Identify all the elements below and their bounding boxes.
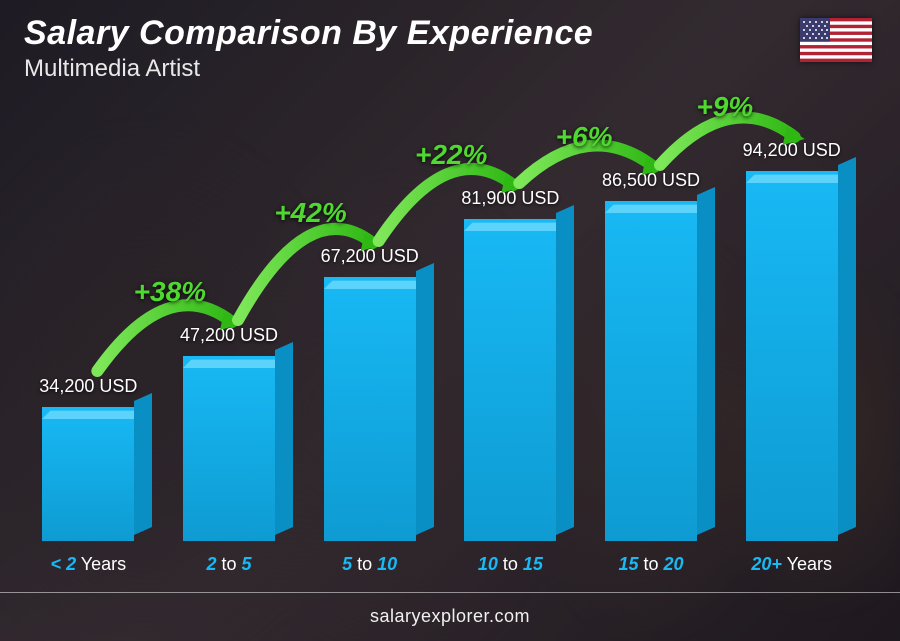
x-axis-label: 10 to 15 [450, 554, 571, 575]
bar-side-face [838, 157, 856, 535]
header: Salary Comparison By Experience Multimed… [24, 14, 876, 83]
bar-value-label: 94,200 USD [743, 140, 841, 161]
bar-top-face [183, 360, 283, 368]
bar-value-label: 86,500 USD [602, 170, 700, 191]
bars-container: 34,200 USD 47,200 USD 67,200 USD 81,900 USD… [28, 121, 852, 541]
bar-slot: 81,900 USD [450, 188, 571, 541]
bar-top-face [605, 205, 705, 213]
bar [324, 277, 416, 541]
percent-increase-label: +42% [274, 197, 346, 229]
x-axis-label: < 2 Years [28, 554, 149, 575]
percent-increase-label: +38% [134, 276, 206, 308]
us-flag-icon [800, 18, 872, 62]
bar-top-face [464, 223, 564, 231]
bar-value-label: 67,200 USD [321, 246, 419, 267]
bar-value-label: 47,200 USD [180, 325, 278, 346]
bar-slot: 34,200 USD [28, 376, 149, 541]
bar-top-face [746, 175, 846, 183]
bar-side-face [556, 205, 574, 535]
footer-divider [0, 592, 900, 593]
percent-increase-label: +9% [696, 91, 753, 123]
bar-slot: 86,500 USD [591, 170, 712, 541]
bar-value-label: 81,900 USD [461, 188, 559, 209]
bar [183, 356, 275, 541]
footer-text: salaryexplorer.com [0, 606, 900, 627]
bar [605, 201, 697, 541]
bar-chart: 34,200 USD 47,200 USD 67,200 USD 81,900 USD… [28, 100, 852, 571]
bar-front-face [324, 277, 416, 541]
bar-side-face [416, 263, 434, 535]
bar-side-face [134, 393, 152, 535]
page-title: Salary Comparison By Experience [24, 14, 876, 53]
bar [746, 171, 838, 541]
percent-increase-label: +6% [556, 121, 613, 153]
bar-front-face [464, 219, 556, 541]
bar-top-face [324, 281, 424, 289]
x-axis-label: 5 to 10 [309, 554, 430, 575]
bar-slot: 67,200 USD [309, 246, 430, 541]
bar-slot: 94,200 USD [731, 140, 852, 541]
page-subtitle: Multimedia Artist [24, 55, 876, 83]
bar-top-face [42, 411, 142, 419]
bar-side-face [275, 342, 293, 535]
x-axis-labels: < 2 Years 2 to 5 5 to 10 10 to 15 15 to 20 20… [28, 554, 852, 575]
bar-front-face [746, 171, 838, 541]
bar [464, 219, 556, 541]
x-axis-label: 20+ Years [731, 554, 852, 575]
bar-front-face [183, 356, 275, 541]
bar-side-face [697, 187, 715, 535]
bar-front-face [42, 407, 134, 541]
bar-front-face [605, 201, 697, 541]
bar-value-label: 34,200 USD [39, 376, 137, 397]
page-root: Salary Comparison By Experience Multimed… [0, 0, 900, 641]
bar [42, 407, 134, 541]
x-axis-label: 2 to 5 [169, 554, 290, 575]
percent-increase-label: +22% [415, 139, 487, 171]
bar-slot: 47,200 USD [169, 325, 290, 541]
x-axis-label: 15 to 20 [591, 554, 712, 575]
